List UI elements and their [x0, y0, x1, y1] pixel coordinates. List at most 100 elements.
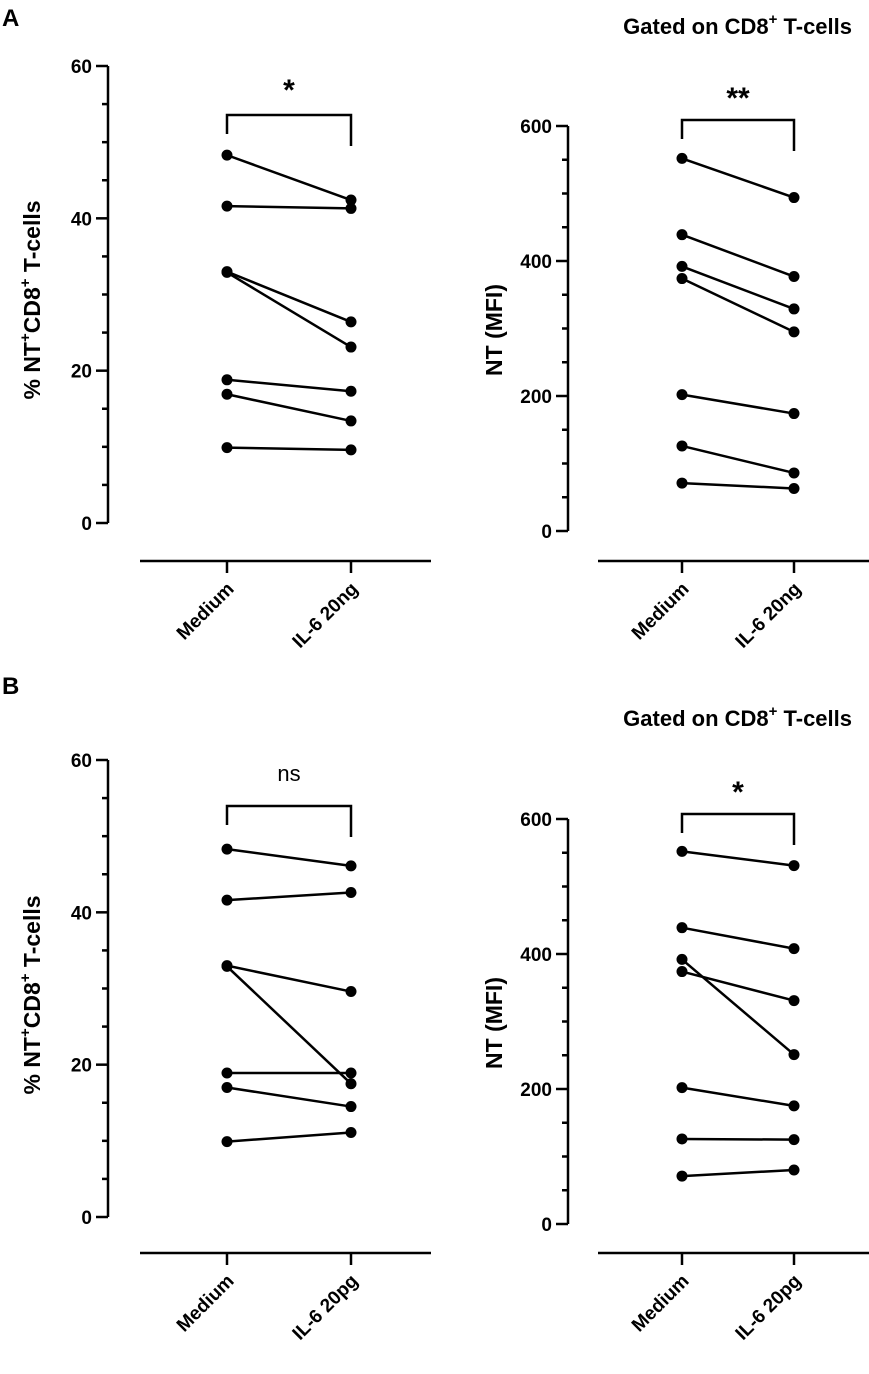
paired-line-donor-2: [681, 233, 795, 278]
paired-line-donor-6: [226, 1086, 352, 1108]
x-category-label: Medium: [628, 579, 694, 645]
paired-line-donor-3: [681, 265, 795, 311]
data-point-donor-2-medium: [221, 894, 233, 906]
paired-line-donor-6: [681, 1137, 795, 1141]
data-point-donor-3-medium: [676, 260, 688, 272]
y-tick-label: 400: [520, 945, 552, 966]
data-point-donor-2-medium: [676, 922, 688, 934]
data-point-donor-1-medium: [221, 149, 233, 161]
paired-line-donor-7: [226, 446, 352, 452]
x-category-label: IL-6 20ng: [289, 579, 363, 653]
data-point-donor-6-medium: [676, 440, 688, 452]
data-point-donor-4-il6: [345, 341, 357, 353]
data-point-donor-6-medium: [221, 1082, 233, 1094]
data-point-donor-4-il6: [345, 1078, 357, 1090]
x-category-label: IL-6 20pg: [732, 1271, 806, 1345]
paired-line-donor-1: [226, 153, 352, 202]
paired-line-donor-1: [681, 850, 795, 867]
data-point-donor-5-medium: [221, 1067, 233, 1079]
y-tick-label: 20: [71, 362, 92, 383]
data-point-donor-7-medium: [221, 442, 233, 454]
paired-line-donor-1: [681, 157, 795, 199]
data-point-donor-2-il6: [788, 271, 800, 283]
y-tick-label: 600: [520, 810, 552, 831]
data-point-donor-7-medium: [676, 1170, 688, 1182]
y-axis-label-a-mfi: NT (MFI): [481, 284, 507, 376]
data-point-donor-1-il6: [345, 194, 357, 206]
paired-line-donor-6: [226, 393, 352, 423]
x-category-label: Medium: [173, 1271, 239, 1337]
paired-line-donor-5: [226, 378, 352, 393]
y-tick-label: 200: [520, 1080, 552, 1101]
paired-line-donor-5: [681, 393, 795, 415]
y-tick-label: 60: [71, 751, 92, 772]
significance-label: ns: [277, 761, 300, 786]
data-point-donor-5-medium: [676, 1082, 688, 1094]
data-point-donor-5-il6: [345, 1067, 357, 1079]
y-tick-label: 60: [71, 57, 92, 78]
data-point-donor-5-il6: [345, 385, 357, 397]
y-tick-label: 200: [520, 387, 552, 408]
paired-line-donor-4: [681, 277, 795, 334]
data-point-donor-6-il6: [345, 1101, 357, 1113]
paired-line-donor-4: [681, 970, 795, 1002]
data-point-donor-3-il6: [345, 986, 357, 998]
data-point-donor-5-medium: [676, 389, 688, 401]
data-point-donor-1-il6: [345, 860, 357, 872]
data-point-donor-7-il6: [345, 1126, 357, 1138]
data-point-donor-6-il6: [345, 415, 357, 427]
paired-line-donor-4: [226, 271, 352, 349]
data-point-donor-7-medium: [676, 477, 688, 489]
data-point-donor-1-medium: [676, 845, 688, 857]
paired-line-donor-7: [681, 481, 795, 490]
paired-line-donor-5: [681, 1086, 795, 1108]
data-point-donor-4-il6: [788, 326, 800, 338]
paired-line-donor-2: [226, 891, 352, 902]
data-point-donor-1-il6: [788, 860, 800, 872]
chart-b-percent: 0 20 40 60 Medium IL-6 20pg ns: [71, 751, 431, 1345]
data-point-donor-2-il6: [345, 202, 357, 214]
significance-bracket: [225, 804, 353, 837]
panel-label-b: B: [2, 673, 19, 700]
x-category-label: IL-6 20pg: [289, 1271, 363, 1345]
paired-line-donor-3: [226, 270, 352, 324]
chart-title-b-mfi: Gated on CD8+ T-cells: [623, 703, 852, 731]
data-point-donor-3-il6: [788, 1049, 800, 1061]
data-point-donor-5-medium: [221, 374, 233, 386]
y-tick-label: 0: [81, 1208, 92, 1229]
data-point-donor-5-il6: [788, 1100, 800, 1112]
paired-line-donor-7: [226, 1131, 352, 1143]
y-tick-label: 0: [541, 1215, 552, 1236]
paired-line-donor-7: [681, 1168, 795, 1178]
y-tick-label: 600: [520, 117, 552, 138]
data-point-donor-2-medium: [221, 200, 233, 212]
data-point-donor-7-il6: [788, 1164, 800, 1176]
chart-title-a-mfi: Gated on CD8+ T-cells: [623, 11, 852, 39]
data-point-donor-3-medium: [676, 953, 688, 965]
y-tick-label: 40: [71, 903, 92, 924]
data-point-donor-4-medium: [221, 266, 233, 278]
chart-a-percent: 0 20 40 60 Medium IL-6 20ng *: [71, 57, 431, 653]
data-point-donor-2-il6: [788, 943, 800, 955]
data-point-donor-2-medium: [676, 229, 688, 241]
y-tick-label: 0: [81, 514, 92, 535]
data-point-donor-4-medium: [676, 273, 688, 285]
significance-label: *: [732, 776, 744, 809]
significance-bracket: [680, 118, 796, 151]
chart-b-mfi: 0 200 400 600 Medium IL-6 20pg *: [520, 776, 869, 1345]
chart-a-mfi: 0 200 400 600 Medium IL-6 20ng **: [520, 82, 869, 653]
data-point-donor-4-il6: [788, 995, 800, 1007]
paired-line-donor-2: [226, 204, 352, 210]
y-tick-label: 40: [71, 209, 92, 230]
data-point-donor-3-il6: [345, 316, 357, 328]
significance-label: **: [726, 82, 750, 115]
y-axis-label-a-percent: % NT+CD8+ T-cells: [17, 200, 45, 399]
data-point-donor-2-il6: [345, 887, 357, 899]
x-category-label: Medium: [173, 579, 239, 645]
data-point-donor-6-il6: [788, 467, 800, 479]
paired-line-donor-1: [226, 847, 352, 868]
data-point-donor-3-il6: [788, 303, 800, 315]
data-point-donor-6-medium: [676, 1133, 688, 1145]
y-tick-label: 400: [520, 252, 552, 273]
